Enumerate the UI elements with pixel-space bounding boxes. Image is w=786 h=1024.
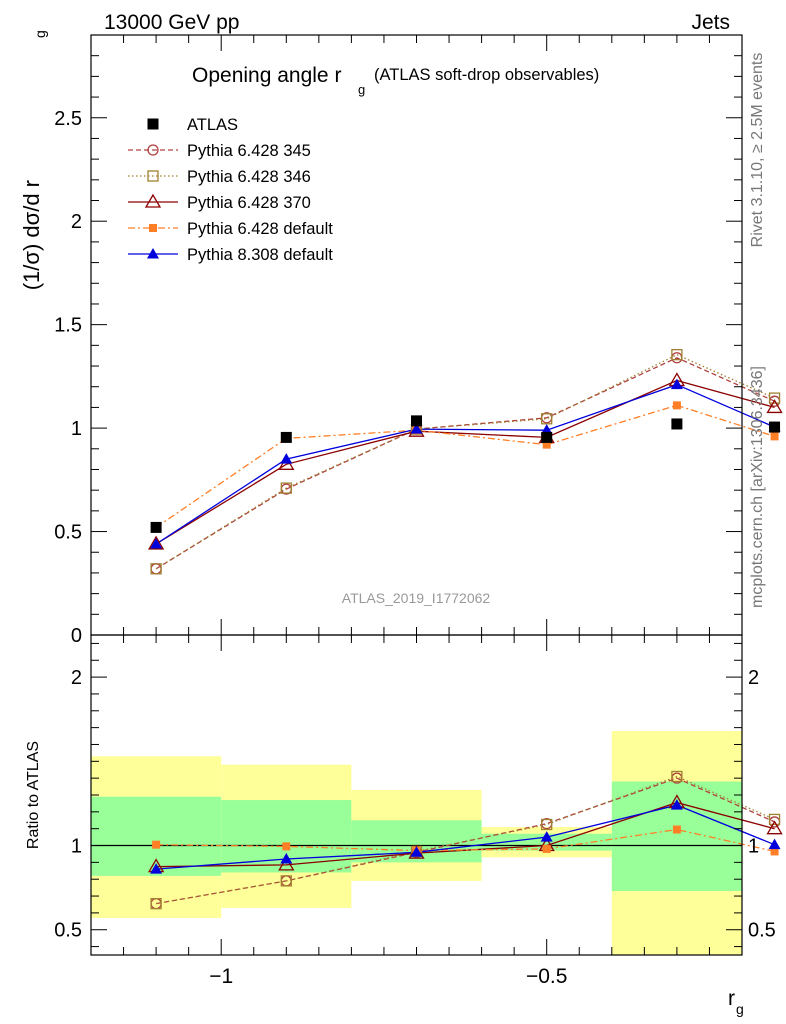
ratio-line-pdefault [156, 828, 775, 853]
header-process-label: Jets [691, 11, 730, 34]
ratio-ytick-label-right-1: 1 [748, 836, 759, 858]
legend-label-p345: Pythia 6.428 345 [187, 142, 311, 160]
main-point-p370-0 [147, 535, 165, 550]
x-axis-label-subscript: g [736, 1001, 744, 1017]
ratio-line-p8 [156, 804, 775, 870]
ratio-point-pdefault-3 [542, 844, 551, 853]
legend-label-p8: Pythia 8.308 default [187, 246, 333, 264]
ratio-point-p370-5 [766, 820, 783, 835]
ratio-band-inner-3 [481, 833, 612, 851]
ratio-point-pdefault-1 [282, 842, 291, 851]
ratio-point-pdefault-0 [152, 840, 161, 849]
main-line-p345 [155, 357, 775, 570]
ratio-point-pdefault-4 [672, 825, 681, 834]
main-ytick-label-1: 0.5 [54, 522, 82, 544]
main-point-pdefault-5 [770, 432, 779, 441]
xtick-label-1: −0.5 [526, 965, 567, 988]
main-line-p370 [155, 379, 775, 545]
main-point-p346-0 [150, 563, 162, 575]
main-point-pdefault-4 [672, 401, 681, 410]
main-line-pdefault [155, 404, 775, 528]
ratio-line-p346 [155, 775, 775, 905]
ratio-point-pdefault-5 [770, 847, 779, 856]
mcplots-label: mcplots.cern.ch [arXiv:1306.3436] [749, 366, 766, 608]
main-point-atlas-2 [411, 415, 422, 427]
ratio-point-p8-4 [670, 799, 683, 810]
legend-label-p346: Pythia 6.428 346 [187, 168, 311, 186]
series-markers [144, 118, 783, 910]
ratio-ytick-label-right-0: 0.5 [748, 920, 776, 942]
main-ytick-label-0: 0 [71, 625, 82, 647]
series-lines [91, 149, 775, 905]
main-point-atlas-5 [769, 421, 781, 433]
main-line-p346 [155, 353, 775, 570]
main-ytick-label-2: 1 [71, 418, 82, 440]
main-point-p346-3 [541, 413, 553, 425]
ratio-point-p8-5 [768, 838, 781, 850]
legend-marker-pdefault [149, 224, 157, 232]
main-point-p8-0 [150, 537, 163, 549]
ratio-band-inner-0 [91, 796, 222, 876]
legend-label-p370: Pythia 6.428 370 [187, 194, 311, 212]
ratio-point-p8-0 [150, 863, 163, 874]
main-point-p370-5 [766, 399, 783, 414]
main-point-p8-1 [280, 453, 293, 464]
main-ytick-label-3: 1.5 [54, 315, 82, 337]
ratio-ytick-label-left-0: 0.5 [54, 920, 82, 942]
ratio-point-p346-3 [541, 818, 553, 831]
xtick-label-0: −1 [209, 965, 233, 988]
main-point-p8-4 [670, 378, 683, 390]
chart-title-suffix: (ATLAS soft-drop observables) [374, 66, 599, 84]
ratio-ytick-label-right-2: 2 [748, 667, 759, 689]
ratio-point-p8-1 [280, 853, 293, 864]
ratio-point-p346-0 [150, 897, 162, 910]
ratio-y-axis-label: Ratio to ATLAS [25, 741, 42, 849]
main-ytick-label-5: 2.5 [54, 108, 82, 130]
analysis-id-label: ATLAS_2019_I1772062 [342, 590, 491, 606]
main-y-axis-label-subscript: g [32, 30, 48, 38]
rivet-version-label: Rivet 3.1.10, ≥ 2.5M events [749, 53, 766, 248]
ratio-point-p8-3 [540, 831, 553, 842]
legend-marker-p8 [147, 248, 159, 259]
ratio-point-p346-1 [280, 875, 292, 887]
ratio-point-p346-5 [768, 813, 781, 826]
main-point-atlas-4 [671, 418, 683, 430]
main-point-atlas-1 [280, 431, 292, 443]
ratio-point-p8-2 [410, 846, 423, 857]
main-point-p346-5 [768, 392, 781, 404]
legend-marker-atlas [147, 118, 159, 130]
ratio-ytick-label-left-2: 2 [71, 667, 82, 689]
chart-text: 00.511.522.50.5 0.51 12 2−1 −0.5r g(1/σ) dσ/d… [19, 30, 776, 1017]
legend-marker-p346 [147, 170, 159, 182]
main-point-atlas-3 [541, 431, 553, 443]
main-point-p346-1 [280, 482, 292, 494]
main-point-pdefault-3 [542, 440, 551, 449]
x-axis-label: r [728, 987, 735, 1010]
main-point-p346-4 [671, 349, 683, 361]
main-y-axis-label: (1/σ) dσ/d r [19, 180, 44, 290]
legend-label-pdefault: Pythia 6.428 default [187, 220, 333, 238]
main-point-atlas-0 [150, 521, 162, 533]
ratio-bands [91, 731, 742, 955]
chart-title: Opening angle r [192, 64, 341, 87]
header-energy-label: 13000 GeV pp [104, 11, 239, 34]
main-ytick-label-4: 2 [71, 211, 82, 233]
ratio-point-p346-4 [671, 770, 683, 783]
legend-marker-p345 [147, 144, 159, 156]
legend-label-atlas: ATLAS [187, 116, 238, 134]
main-point-p8-2 [410, 423, 423, 434]
main-line-p8 [155, 384, 775, 545]
axis-ticks [91, 35, 742, 955]
chart-title-subscript: g [358, 82, 365, 97]
legend-marker-p370 [144, 193, 162, 208]
ratio-point-p370-1 [278, 856, 295, 871]
ratio-ytick-label-left-1: 1 [71, 836, 82, 858]
